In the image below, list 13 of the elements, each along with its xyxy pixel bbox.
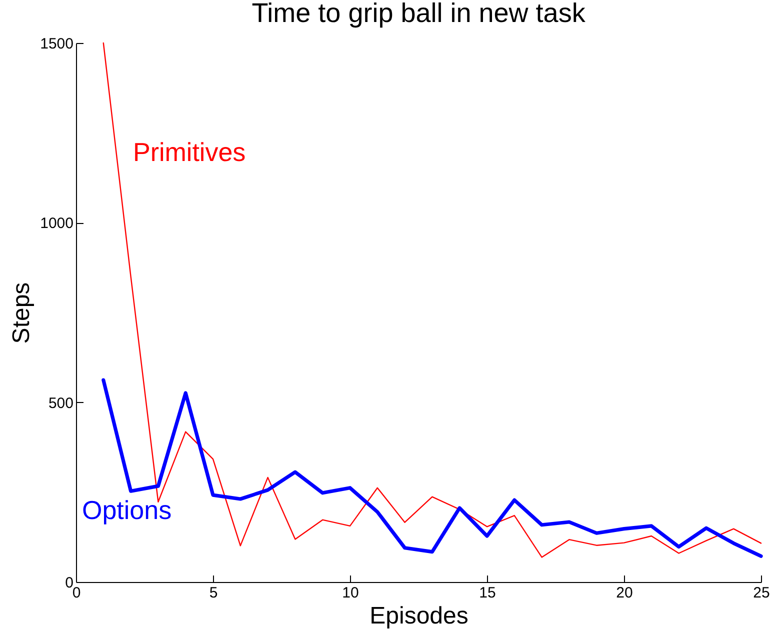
x-tick-label: 20 — [616, 584, 633, 602]
y-tick-label: 1000 — [40, 215, 74, 232]
chart-title: Time to grip ball in new task — [252, 0, 586, 28]
y-tick-label: 1500 — [40, 36, 74, 52]
x-tick-label: 10 — [342, 584, 359, 602]
x-axis-title: Episodes — [370, 602, 468, 630]
y-axis-title: Steps — [8, 282, 36, 344]
series-label: Options — [82, 495, 172, 525]
x-tick-label: 25 — [753, 584, 770, 602]
series-label: Primitives — [133, 137, 246, 167]
x-tick-label: 15 — [479, 584, 496, 602]
x-tick-label: 5 — [209, 584, 218, 602]
y-tick-label: 500 — [48, 394, 74, 412]
